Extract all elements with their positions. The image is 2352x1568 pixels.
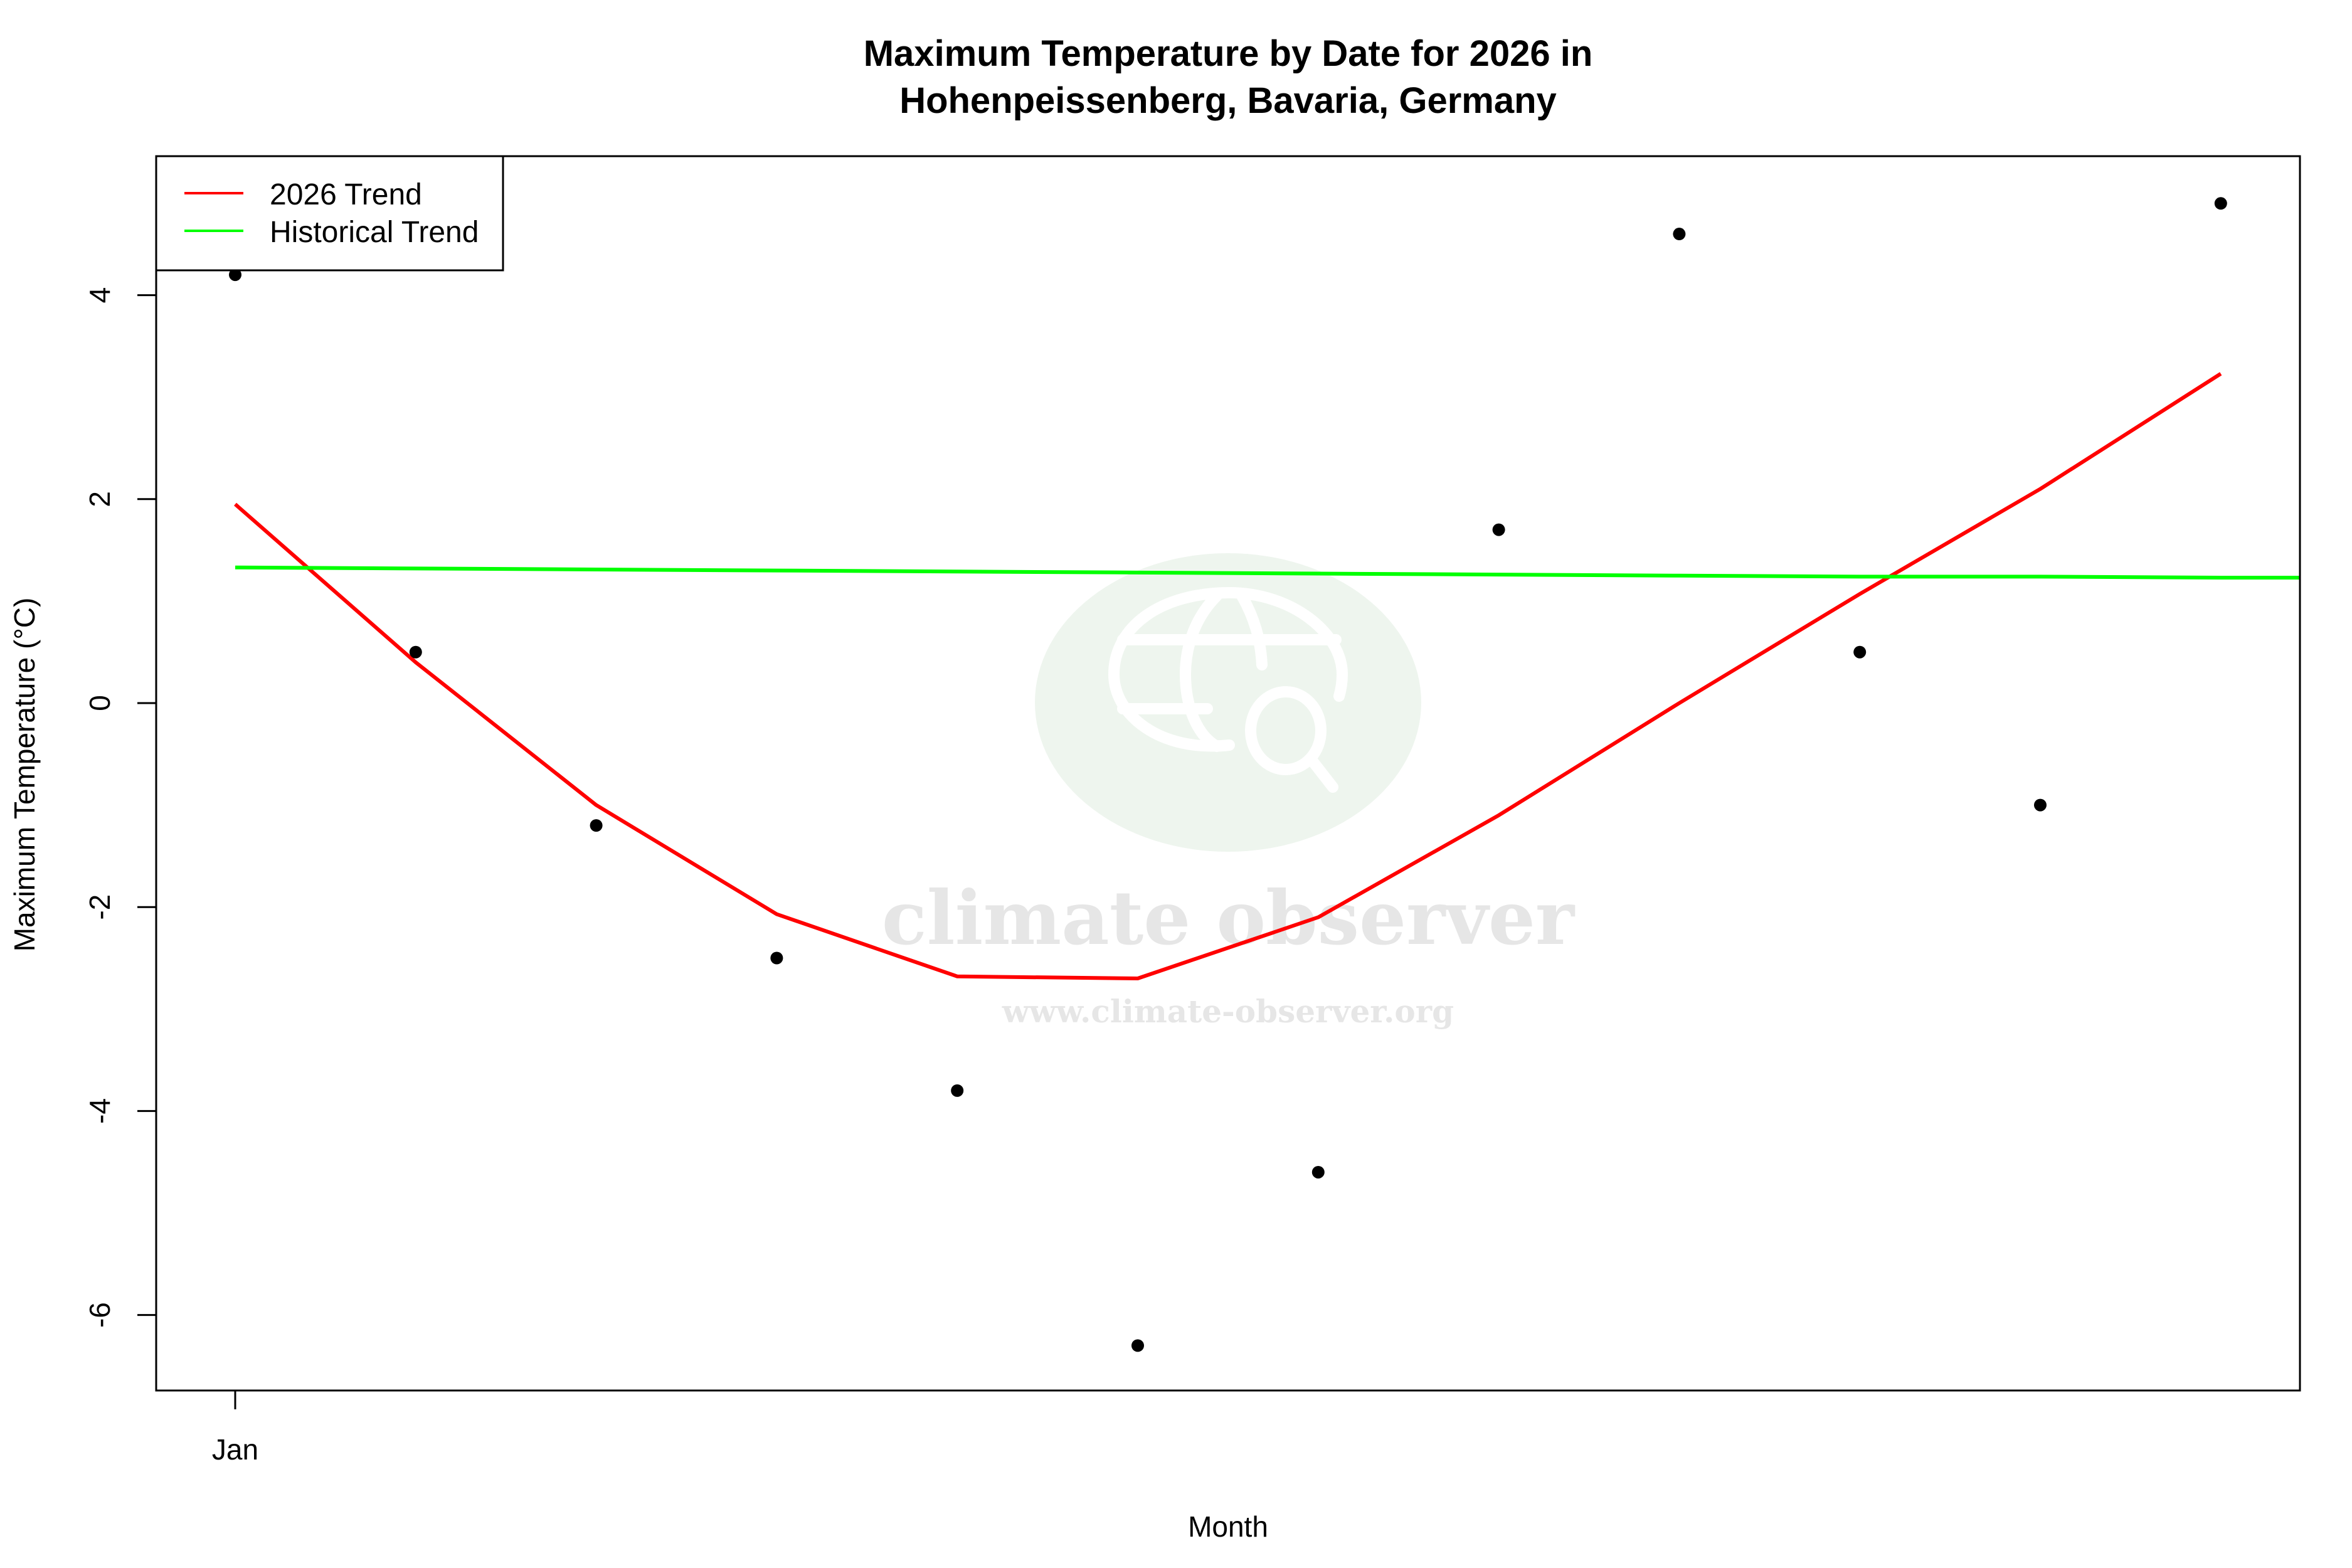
data-point (951, 1084, 964, 1097)
plot-layer (229, 197, 2300, 1352)
data-point (1673, 228, 1686, 241)
data-point (229, 268, 241, 282)
legend-label-2026-trend: 2026 Trend (270, 178, 422, 211)
data-point (1853, 645, 1867, 659)
y-tick-label: -2 (83, 894, 116, 920)
y-tick-label: 0 (83, 695, 116, 711)
legend-label-historical-trend: Historical Trend (270, 216, 479, 249)
legend: 2026 Trend Historical Trend (155, 155, 504, 272)
data-point (409, 645, 422, 659)
chart-title-line-1: Maximum Temperature by Date for 2026 in (864, 33, 1593, 74)
data-point (2034, 798, 2047, 812)
y-axis: 4 2 0 -2 -4 -6 (83, 287, 156, 1328)
y-axis-label: Maximum Temperature (°C) (8, 598, 41, 952)
plot-frame (155, 155, 2301, 1392)
data-point (590, 819, 603, 832)
x-tick-label-jan: Jan (212, 1433, 258, 1466)
data-point (1131, 1339, 1144, 1352)
watermark-url: www.climate-observer.org (1002, 993, 1454, 1030)
data-point (1311, 1165, 1325, 1179)
x-axis: Jan (212, 1391, 258, 1466)
legend-box (155, 155, 504, 272)
y-tick-label: 2 (83, 491, 116, 507)
x-axis-label: Month (1188, 1510, 1268, 1543)
y-tick-label: -6 (83, 1302, 116, 1328)
y-tick-label: -4 (83, 1098, 116, 1124)
y-tick-label: 4 (83, 287, 116, 304)
historical-trend-line (235, 565, 2300, 580)
data-point (770, 951, 783, 965)
watermark: climate observer www.climate-observer.or… (882, 553, 1576, 1030)
globe-search-icon (1108, 586, 1348, 793)
data-point (1492, 523, 1505, 536)
chart-title-line-2: Hohenpeissenberg, Bavaria, Germany (899, 80, 1557, 121)
data-point (2214, 197, 2227, 210)
